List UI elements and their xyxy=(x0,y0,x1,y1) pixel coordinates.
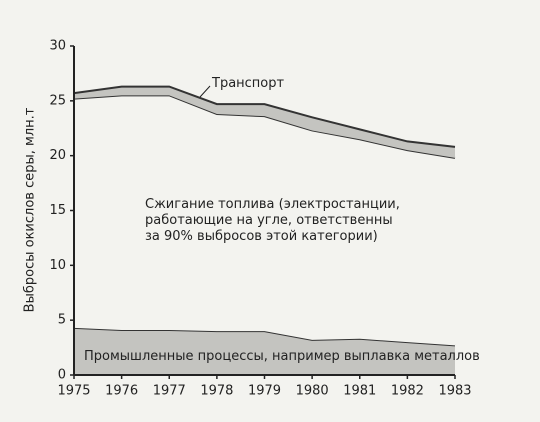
x-tick-label: 1978 xyxy=(200,384,233,399)
x-tick-label: 1975 xyxy=(57,384,90,399)
area xyxy=(74,95,455,346)
y-tick-label: 25 xyxy=(49,93,66,108)
y-tick-label: 0 xyxy=(58,368,66,383)
y-tick-label: 20 xyxy=(49,148,66,163)
y-tick-label: 15 xyxy=(49,203,66,218)
x-tick-label: 1981 xyxy=(343,384,376,399)
y-tick-label: 5 xyxy=(58,313,66,328)
annotation-transport: Транспорт xyxy=(212,76,285,91)
x-tick-label: 1982 xyxy=(391,384,424,399)
x-tick-label: 1977 xyxy=(153,384,186,399)
y-axis-label: Выбросы окислов серы, млн.т xyxy=(23,107,38,312)
annotation-fuel: Сжигание топлива (электростанции, работа… xyxy=(145,197,400,244)
x-tick-label: 1979 xyxy=(248,384,281,399)
area-edge xyxy=(73,85,456,148)
y-tick-label: 30 xyxy=(49,39,66,54)
area xyxy=(74,86,455,158)
annotation-industry: Промышленные процессы, например выплавка… xyxy=(84,349,480,364)
leader-line xyxy=(199,85,211,98)
x-tick-label: 1976 xyxy=(105,384,138,399)
y-tick-label: 10 xyxy=(49,258,66,273)
x-tick-label: 1980 xyxy=(296,384,329,399)
x-tick-label: 1983 xyxy=(438,384,471,399)
